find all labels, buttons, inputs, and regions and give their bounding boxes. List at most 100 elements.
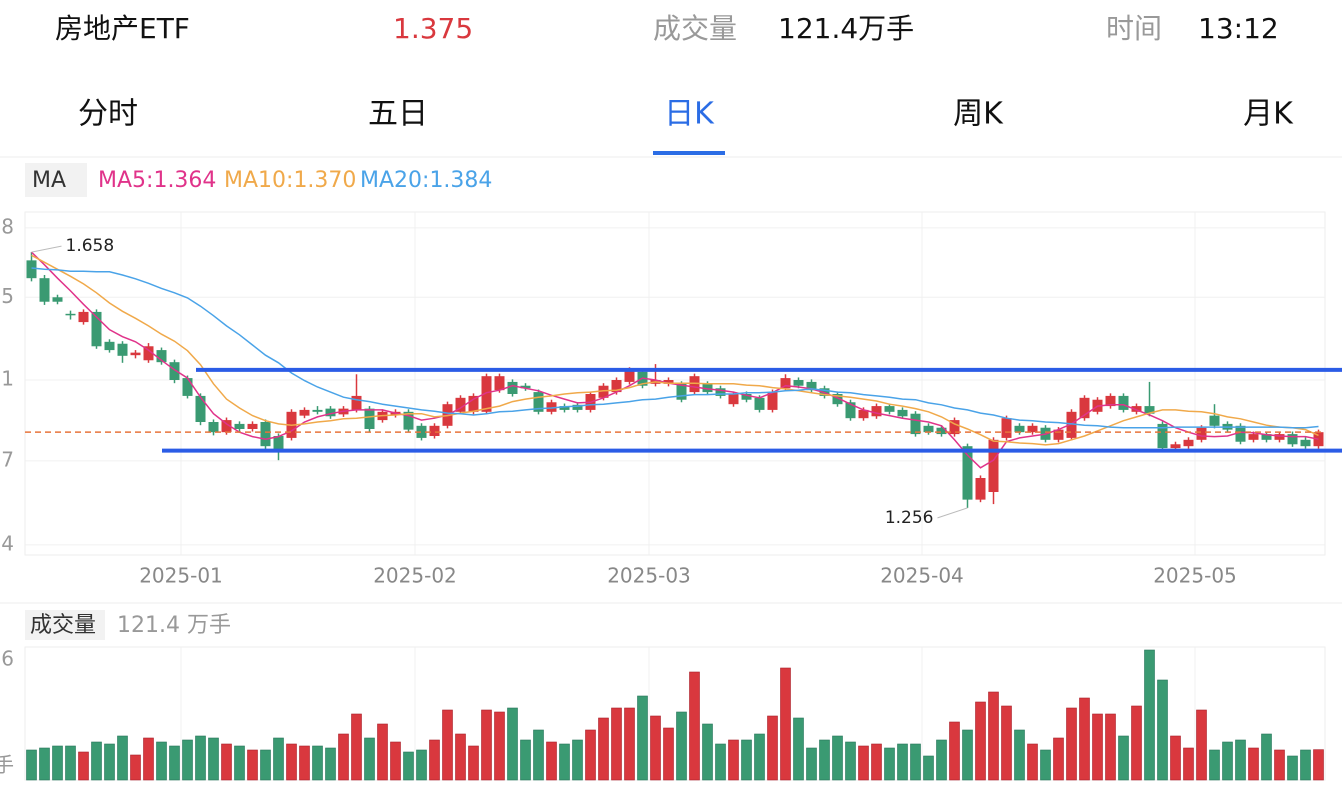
volume-bar <box>884 747 895 781</box>
candle-body <box>117 343 128 356</box>
tab[interactable]: 日K <box>664 97 715 132</box>
volume-bar <box>390 741 401 781</box>
volume-bar <box>221 743 232 781</box>
volume-bar <box>481 709 492 781</box>
volume-bar <box>624 707 635 781</box>
candle-body <box>923 425 934 433</box>
volume-bar <box>1313 749 1324 781</box>
candle-body <box>247 423 258 429</box>
tab[interactable]: 周K <box>953 97 1004 132</box>
volume-bar <box>78 751 89 781</box>
volume-bar <box>910 743 921 781</box>
candle-body <box>806 381 817 391</box>
ma-line <box>30 251 1319 469</box>
candle-body <box>1131 406 1142 412</box>
candle-body <box>195 395 206 422</box>
candle-body <box>403 411 414 430</box>
candle-body <box>1157 423 1168 449</box>
volume-bar <box>1079 697 1090 781</box>
candle-body <box>949 420 960 435</box>
candle-body <box>715 388 726 396</box>
volume-bar <box>39 747 50 781</box>
candle-body <box>104 341 115 351</box>
tab[interactable]: 五日 <box>368 97 428 132</box>
volume-bar <box>1118 735 1129 781</box>
volume-bar <box>650 715 661 781</box>
volume-bar <box>949 721 960 781</box>
x-tick-label: 2025-03 <box>607 564 691 588</box>
candle-body <box>429 425 440 436</box>
volume-bar <box>676 711 687 781</box>
y-tick-label: 61 <box>0 367 14 391</box>
volume-bar <box>767 715 778 781</box>
candle-body <box>52 297 63 302</box>
candle-body <box>1027 425 1038 433</box>
volume-bar <box>1001 705 1012 781</box>
volume-bar <box>897 743 908 781</box>
tab[interactable]: 月K <box>1243 97 1294 132</box>
volume-bar <box>234 745 245 781</box>
candle-body <box>507 381 518 394</box>
volume-bar <box>468 745 479 781</box>
volume-bar <box>1066 707 1077 781</box>
legend-title: MA <box>32 168 66 193</box>
volume-bar <box>104 743 115 781</box>
volume-bar <box>325 747 336 781</box>
volume-bar <box>1170 735 1181 781</box>
candle-body <box>1183 439 1194 447</box>
volume-bar <box>780 667 791 781</box>
candle-body <box>143 346 154 361</box>
candle-body <box>1144 406 1155 414</box>
tab-bar: 分时 五日 日K 周K 月K <box>78 97 1294 155</box>
price: 1.375 <box>393 12 473 45</box>
volume-bar <box>286 743 297 781</box>
candle-body <box>624 369 635 382</box>
candle-body <box>1248 434 1259 440</box>
candle-body <box>598 385 609 398</box>
volume-bar <box>1131 705 1142 781</box>
candle-body <box>468 395 479 412</box>
volume-bar <box>702 723 713 781</box>
volume-bar <box>1014 729 1025 781</box>
candle-body <box>754 397 765 410</box>
candle-body <box>1053 429 1064 440</box>
y-tick-label: 5 <box>1 284 14 308</box>
candle-body <box>1196 427 1207 440</box>
volume-bar <box>1196 709 1207 781</box>
candle-body <box>1079 397 1090 419</box>
candle-body <box>273 436 284 452</box>
volume-frame <box>24 646 1326 781</box>
volume-bar <box>559 743 570 781</box>
plot-frame <box>24 211 1326 556</box>
candle-body <box>1001 418 1012 438</box>
candle-body <box>871 406 882 417</box>
candle-body <box>260 422 271 447</box>
volume-bar <box>806 747 817 781</box>
volume-bar <box>312 745 323 781</box>
max-label: 1.658 <box>66 236 115 256</box>
volume-title: 成交量 <box>30 613 96 638</box>
volume-bar <box>208 737 219 781</box>
volume-bar <box>1092 713 1103 781</box>
volume-bar <box>377 723 388 781</box>
candle-body <box>663 380 674 384</box>
candle-body <box>702 383 713 393</box>
volume-bar <box>1248 747 1259 781</box>
volume-bar <box>858 745 869 781</box>
volume-bar <box>442 709 453 781</box>
volume-bar <box>117 735 128 781</box>
volume-bar <box>26 749 37 781</box>
tab[interactable]: 分时 <box>78 97 138 132</box>
volume-bar <box>338 733 349 781</box>
candle-body <box>1261 434 1272 440</box>
volume-bar <box>1183 747 1194 781</box>
volume-bar <box>416 749 427 781</box>
volume-bar <box>1274 749 1285 781</box>
volume-bar <box>455 733 466 781</box>
candle-body <box>1118 395 1129 410</box>
volume-bar <box>507 707 518 781</box>
volume-label: 成交量 <box>653 12 737 45</box>
volume-bar <box>65 745 76 781</box>
volume-bar <box>533 729 544 781</box>
candle-body <box>325 408 336 417</box>
